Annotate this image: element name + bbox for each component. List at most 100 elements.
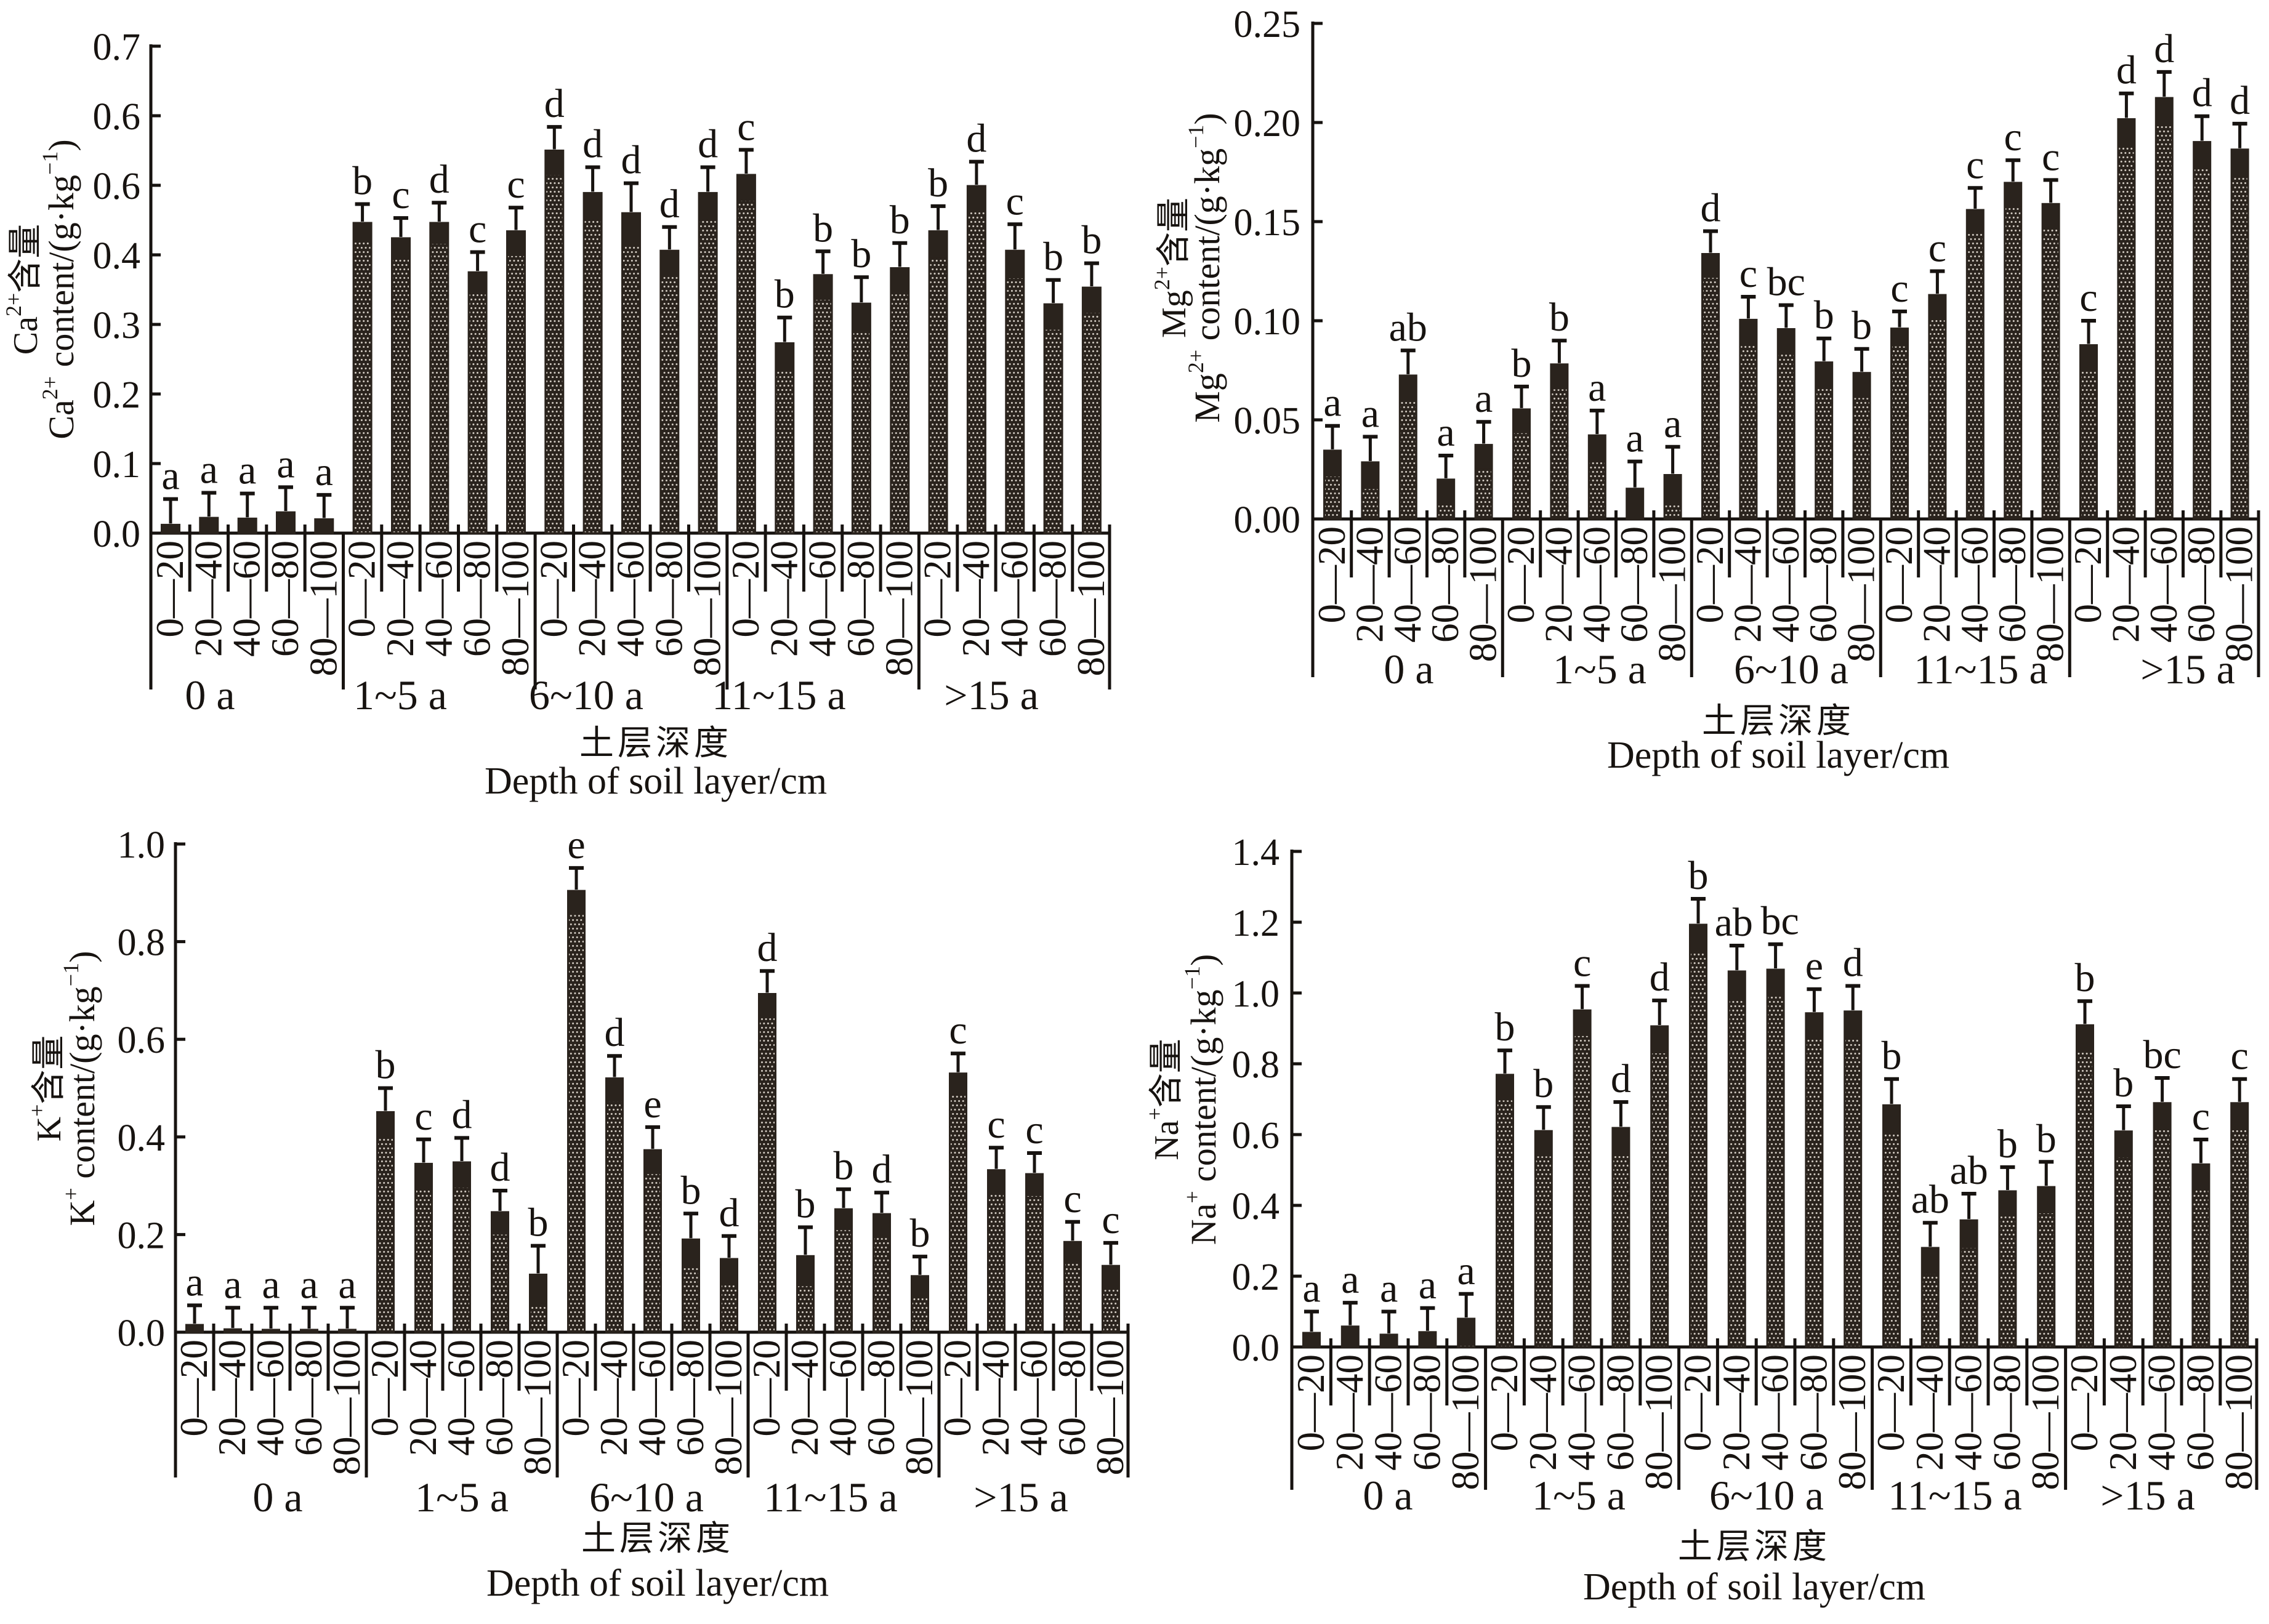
svg-text:d: d [966, 116, 986, 161]
svg-text:40—60: 40—60 [225, 541, 268, 657]
svg-text:80—100: 80—100 [898, 1340, 941, 1476]
svg-text:a: a [200, 448, 218, 492]
svg-text:ab: ab [1715, 900, 1753, 945]
svg-text:b: b [1495, 1005, 1515, 1050]
svg-text:b: b [910, 1211, 930, 1256]
svg-text:40—60: 40—60 [1953, 526, 1996, 643]
svg-text:d: d [719, 1191, 740, 1236]
svg-text:b: b [528, 1200, 549, 1245]
svg-text:20—40: 20—40 [762, 541, 805, 657]
svg-text:0—20: 0—20 [936, 1340, 979, 1437]
svg-text:b: b [352, 159, 373, 204]
svg-text:20—40: 20—40 [954, 541, 997, 657]
svg-text:0—20: 0—20 [2066, 526, 2110, 624]
svg-text:6~10 a: 6~10 a [1734, 646, 1848, 693]
svg-text:60—80: 60—80 [1424, 526, 1467, 643]
svg-text:c: c [987, 1102, 1005, 1147]
svg-text:0.4: 0.4 [93, 235, 141, 277]
svg-text:20—40: 20—40 [571, 541, 614, 657]
svg-text:60—80: 60—80 [669, 1340, 712, 1456]
svg-text:0.0: 0.0 [1232, 1327, 1280, 1369]
svg-text:0—20: 0—20 [341, 541, 384, 638]
svg-text:a: a [315, 449, 333, 494]
svg-text:0.1: 0.1 [93, 444, 141, 486]
svg-text:0—20: 0—20 [1688, 526, 1731, 624]
svg-text:b: b [2075, 955, 2095, 1000]
svg-text:0 a: 0 a [252, 1474, 302, 1521]
svg-text:60—80: 60—80 [1613, 526, 1656, 643]
svg-text:土层深度: 土层深度 [579, 725, 732, 763]
svg-text:40—60: 40—60 [417, 541, 460, 657]
svg-text:d: d [1701, 186, 1721, 231]
svg-text:e: e [643, 1082, 661, 1127]
svg-text:0—20: 0—20 [1877, 526, 1920, 624]
svg-text:80—100: 80—100 [2218, 526, 2261, 662]
svg-text:e: e [567, 822, 585, 867]
svg-text:0.2: 0.2 [93, 374, 141, 416]
svg-text:0—20: 0—20 [916, 541, 959, 638]
svg-text:Mg2+含量: Mg2+含量 [1150, 198, 1193, 338]
svg-text:a: a [1664, 401, 1682, 446]
svg-text:>15 a: >15 a [944, 672, 1039, 718]
svg-text:40—60: 40—60 [631, 1340, 674, 1456]
svg-text:60—80: 60—80 [2180, 526, 2223, 643]
svg-text:40—60: 40—60 [1764, 526, 1807, 643]
svg-text:d: d [2230, 78, 2250, 123]
svg-text:20—40: 20—40 [1726, 526, 1769, 643]
svg-text:20—40: 20—40 [1915, 526, 1958, 643]
svg-text:0—20: 0—20 [172, 1340, 216, 1437]
svg-text:0—20: 0—20 [1869, 1354, 1912, 1452]
svg-text:c: c [1739, 251, 1757, 296]
svg-text:b: b [1997, 1122, 2018, 1167]
svg-text:20—40: 20—40 [1328, 1354, 1371, 1471]
svg-text:d: d [582, 122, 603, 167]
svg-text:Ca2+含量: Ca2+含量 [1, 224, 45, 355]
svg-text:b: b [1512, 341, 1532, 386]
svg-text:0.15: 0.15 [1234, 202, 1301, 244]
svg-text:6~10 a: 6~10 a [1709, 1472, 1824, 1519]
svg-text:80—100: 80—100 [302, 541, 345, 677]
svg-text:a: a [1323, 380, 1341, 425]
svg-text:ab: ab [1389, 305, 1427, 350]
svg-text:c: c [392, 172, 409, 217]
svg-text:b: b [928, 161, 948, 206]
svg-text:0.8: 0.8 [1232, 1044, 1280, 1086]
svg-text:6~10 a: 6~10 a [589, 1474, 704, 1521]
svg-text:a: a [338, 1262, 356, 1307]
svg-text:20—40: 20—40 [783, 1340, 826, 1456]
svg-text:c: c [2004, 115, 2022, 159]
svg-text:40—60: 40—60 [993, 541, 1036, 657]
svg-text:a: a [1437, 410, 1455, 455]
svg-text:11~15 a: 11~15 a [1888, 1472, 2021, 1519]
svg-text:40—60: 40—60 [2140, 1354, 2183, 1471]
svg-text:80—100: 80—100 [325, 1340, 368, 1476]
svg-text:c: c [1006, 179, 1024, 223]
svg-text:b: b [1852, 303, 1872, 348]
svg-text:a: a [238, 448, 256, 493]
svg-text:a: a [1341, 1257, 1359, 1302]
svg-text:20—40: 20—40 [1521, 1354, 1565, 1471]
svg-text:60—80: 60—80 [1802, 526, 1845, 643]
svg-text:c: c [2192, 1094, 2210, 1139]
svg-text:1~5 a: 1~5 a [353, 672, 447, 718]
svg-text:b: b [681, 1168, 701, 1213]
svg-text:c: c [2042, 134, 2060, 179]
svg-text:1~5 a: 1~5 a [1553, 646, 1646, 693]
svg-text:80—100: 80—100 [516, 1340, 559, 1476]
svg-text:d: d [659, 182, 680, 227]
svg-text:d: d [1843, 941, 1863, 986]
svg-text:1.0: 1.0 [118, 824, 166, 866]
svg-text:d: d [757, 925, 778, 970]
svg-text:a: a [276, 441, 294, 486]
svg-text:0—20: 0—20 [2063, 1354, 2106, 1452]
svg-text:d: d [544, 81, 565, 126]
svg-text:40—60: 40—60 [1560, 1354, 1603, 1471]
svg-text:c: c [507, 162, 525, 207]
svg-text:0.10: 0.10 [1234, 301, 1301, 343]
svg-text:0—20: 0—20 [554, 1340, 597, 1437]
svg-text:40—60: 40—60 [821, 1340, 864, 1456]
svg-text:20—40: 20—40 [2102, 1354, 2145, 1471]
svg-text:a: a [224, 1262, 241, 1307]
svg-text:d: d [2116, 48, 2137, 93]
svg-text:0 a: 0 a [1363, 1472, 1413, 1519]
